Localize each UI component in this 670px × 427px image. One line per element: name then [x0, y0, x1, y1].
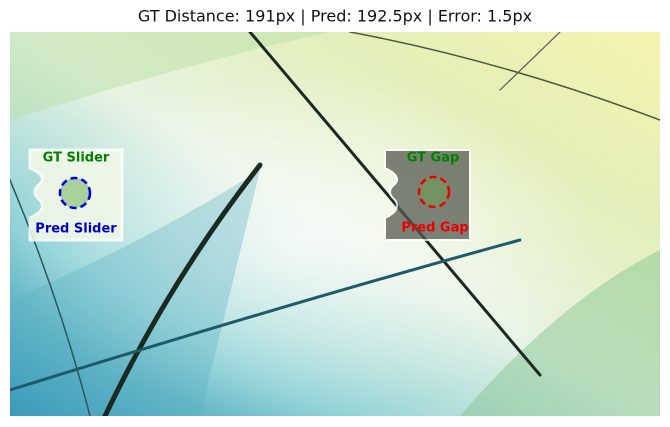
captcha-image: GT Slider Pred Slider GT Gap Pred Gap: [10, 32, 660, 416]
pred-slider-label: Pred Slider: [35, 222, 117, 237]
title: GT Distance: 191px | Pred: 192.5px | Err…: [138, 7, 532, 26]
gt-slider-label: GT Slider: [43, 151, 110, 166]
pred-gap-marker: [417, 175, 451, 209]
gt-gap-label: GT Gap: [407, 151, 460, 166]
pred-gap-label: Pred Gap: [401, 221, 468, 236]
pred-slider-marker: [58, 176, 92, 210]
